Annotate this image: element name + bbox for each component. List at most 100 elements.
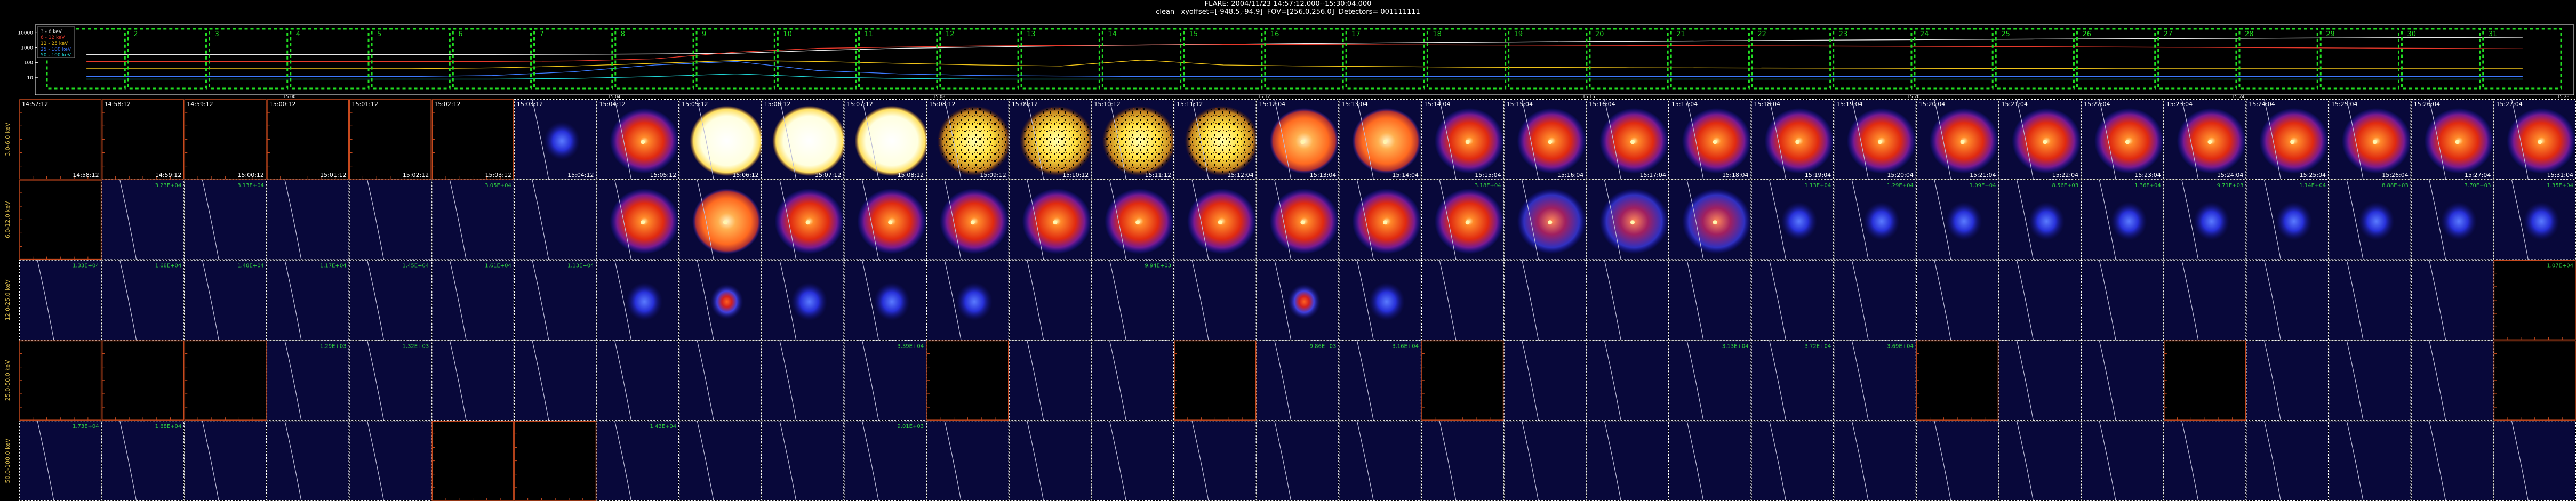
image-background [1751,260,1834,340]
solar-limb [1851,179,1869,260]
source-core [1630,140,1635,144]
interval-box [46,28,126,90]
y-tick-label: 10000 [18,30,33,36]
image-cell [1009,421,1092,501]
time-tick-label: 15:28 [2557,94,2569,99]
scale-max-label: 1.48E+04 [237,263,264,269]
image-cell: 15:10:12 15:11:12 [1091,99,1177,180]
energy-band-label: 25.0-50.0 keV [4,360,11,401]
end-time-label: 15:00:12 [238,172,264,179]
lightcurve-frame [35,24,2574,95]
solar-limb [2181,179,2199,260]
cell-frame [1668,179,1751,260]
image-cell [2411,260,2494,341]
image-cell: 14:58:12 14:59:12 [101,99,185,180]
interval-label: 7 [540,30,544,38]
cell-frame [2081,179,2164,260]
cell-frame [844,179,927,260]
end-time-label: 15:04:12 [567,172,594,179]
start-time-label: 15:12:04 [1259,101,1285,108]
start-time-label: 15:16:04 [1589,101,1615,108]
image-cell: 15:22:04 15:23:04 [2081,99,2164,180]
solar-limb [532,179,549,260]
image-cell: 15:19:04 15:20:04 [1834,99,1916,180]
cell-frame [1173,260,1257,341]
image-cell [431,340,514,421]
cell-frame [1339,179,1422,260]
image-cell [1421,260,1504,341]
solar-limb [1604,260,1621,341]
solar-limb [284,179,302,260]
scale-max-label: 3.18E+04 [1475,183,1501,189]
solar-limb [367,260,385,341]
y-tick-label: 1000 [21,45,33,51]
solar-limb [2346,99,2364,180]
interval-box [1508,28,1588,90]
start-time-label: 15:07:12 [846,101,873,108]
scale-max-label: 1.68E+04 [155,424,182,430]
image-cell [1173,179,1257,260]
image-cell [2328,421,2411,501]
image-background [679,341,761,421]
cell-frame [1256,99,1339,180]
image-cell: 15:20:04 15:21:04 [1916,99,1999,180]
cell-frame [596,99,679,180]
cell-frame [2246,340,2329,421]
image-cell [19,180,102,260]
solar-limb [1686,179,1704,260]
source-core [1630,220,1635,225]
interval-box [2076,28,2156,90]
cell-frame [2163,179,2246,260]
end-time-label: 15:22:04 [2052,172,2078,179]
image-cell: 3.05E+04 [431,179,514,260]
energy-band-label: 12.0-25.0 keV [4,279,11,320]
interval-box [2319,28,2399,90]
scale-max-label: 8.56E+03 [2052,183,2078,189]
solar-limb [1769,340,1787,421]
image-background [844,341,926,421]
cell-frame [349,179,432,260]
image-background [1669,341,1751,421]
source-blob [956,282,993,321]
cell-frame [844,340,927,421]
image-background [2411,341,2493,421]
image-background [349,421,431,500]
cell-frame [1916,179,1999,260]
image-cell [1668,179,1751,260]
interval-label: 8 [621,30,625,38]
interval-label: 25 [2001,30,2010,38]
interval-label: 29 [2326,30,2335,38]
image-cell [2081,421,2164,501]
interval-box [1183,28,1263,90]
source-core [1713,140,1717,144]
cell-frame [1751,260,1834,341]
image-background [267,260,349,340]
source-core [641,220,645,225]
solar-limb [1851,99,1869,180]
legend-entry: 6 - 12 keV [41,35,65,41]
image-background [1587,341,1668,421]
solar-limb [37,421,54,501]
solar-limb [1522,99,1539,180]
scale-max-label: 3.13E+04 [1722,343,1749,349]
image-cell [1503,179,1587,260]
solar-limb [779,99,797,180]
cell-frame [679,179,762,260]
cell-frame [1009,179,1092,260]
time-tick-label: 15:16 [1582,94,1595,99]
empty-frame [431,99,514,180]
image-cell: 1.73E+04 [19,421,102,501]
source-core [2290,140,2295,144]
image-cell: 3.72E+04 [1751,340,1834,421]
image-background [2246,341,2329,421]
interval-label: 2 [133,30,138,38]
image-background [2082,260,2163,340]
cell-frame [1998,179,2082,260]
cell-frame [2081,260,2164,341]
empty-frame [101,99,185,180]
image-cell: 15:03:12 15:04:12 [514,99,597,180]
solar-limb [2429,260,2446,341]
cell-frame [1503,179,1587,260]
image-cell [101,340,185,421]
interval-label: 24 [1920,30,1929,38]
